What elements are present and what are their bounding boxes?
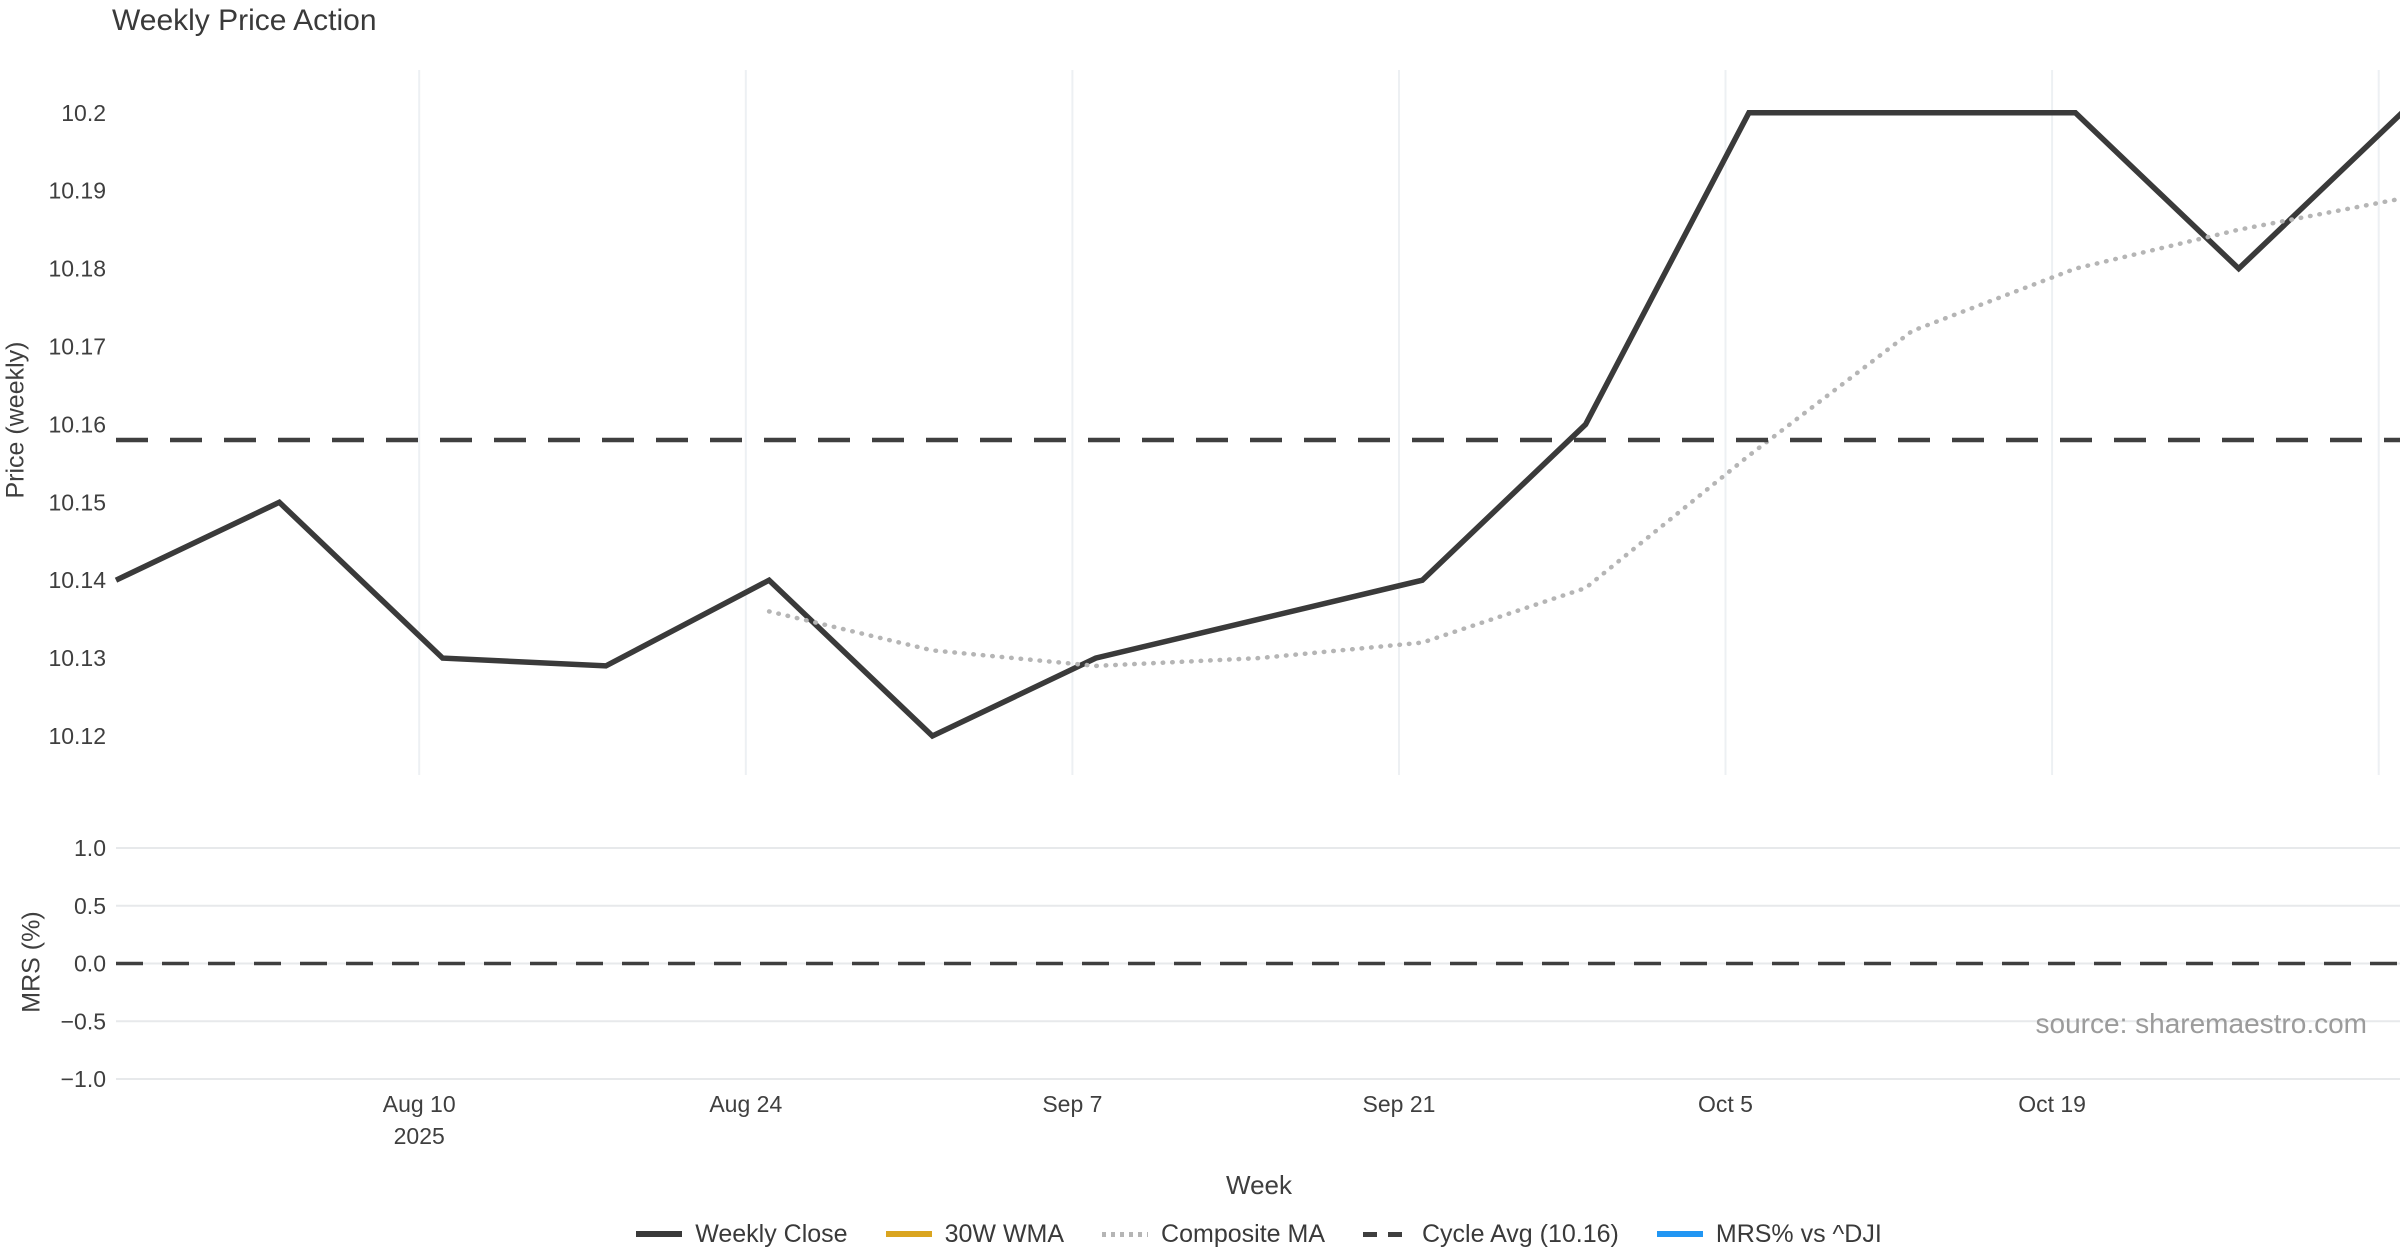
week-xtick-label: Oct 19	[2018, 1091, 2086, 1117]
week-xtick-label: Sep 7	[1042, 1091, 1102, 1117]
source-annotation: source: sharemaestro.com	[2035, 1008, 2367, 1039]
composite-ma-line	[766, 196, 2400, 669]
price-ytick-label: 10.14	[48, 567, 106, 593]
price-axis-title: Price (weekly)	[1, 341, 30, 499]
week-axis-title: Week	[1226, 1170, 1292, 1200]
price-ytick-label: 10.19	[48, 178, 106, 204]
week-xtick-label: Sep 21	[1363, 1091, 1436, 1117]
week-xtick-label: Aug 10	[383, 1091, 456, 1117]
weekly-close-line	[114, 110, 2400, 740]
chart-title: Weekly Price Action	[112, 4, 377, 37]
legend-item-cycle-avg[interactable]: Cycle Avg (10.16)	[1363, 1220, 1619, 1249]
week-xtick-label: Aug 24	[709, 1091, 782, 1117]
mrs-ytick-label: 0.0	[74, 951, 106, 977]
mrs-ytick-label: −1.0	[61, 1066, 106, 1092]
price-ytick-label: 10.18	[48, 256, 106, 282]
legend-item-mrs[interactable]: MRS% vs ^DJI	[1656, 1219, 1882, 1249]
price-ytick-label: 10.17	[48, 334, 106, 360]
legend: Weekly Close 30W WMA Composite MA Cycle …	[116, 1214, 2400, 1254]
week-xtick-label: Oct 5	[1698, 1091, 1753, 1117]
mrs-axis-title: MRS (%)	[17, 911, 46, 1013]
legend-item-wma[interactable]: 30W WMA	[885, 1219, 1065, 1249]
price-ytick-label: 10.15	[48, 489, 106, 515]
price-ytick-label: 10.13	[48, 645, 106, 671]
legend-label-composite: Composite MA	[1161, 1219, 1325, 1248]
legend-swatch-weekly-close-line	[636, 1231, 683, 1237]
legend-label-weekly-close: Weekly Close	[695, 1219, 848, 1248]
legend-swatch-cycle-avg-dashed-line	[1363, 1231, 1409, 1237]
legend-label-wma: 30W WMA	[944, 1219, 1065, 1248]
price-ytick-label: 10.2	[61, 100, 106, 126]
mrs-ytick-label: 1.0	[74, 835, 106, 861]
mrs-ytick-label: −0.5	[61, 1008, 106, 1034]
legend-swatch-mrs-line	[1656, 1231, 1703, 1237]
legend-label-mrs: MRS% vs ^DJI	[1715, 1219, 1882, 1248]
legend-item-composite[interactable]: Composite MA	[1102, 1220, 1325, 1249]
week-xtick-year-label: 2025	[394, 1123, 445, 1149]
price-ytick-label: 10.12	[48, 723, 106, 749]
price-ytick-label: 10.16	[48, 411, 106, 437]
mrs-ytick-label: 0.5	[74, 893, 106, 919]
legend-swatch-wma-line	[885, 1231, 932, 1237]
legend-swatch-composite-dotted-line	[1102, 1231, 1149, 1237]
legend-item-weekly-close[interactable]: Weekly Close	[636, 1219, 848, 1249]
legend-label-cycle-avg: Cycle Avg (10.16)	[1422, 1219, 1619, 1248]
